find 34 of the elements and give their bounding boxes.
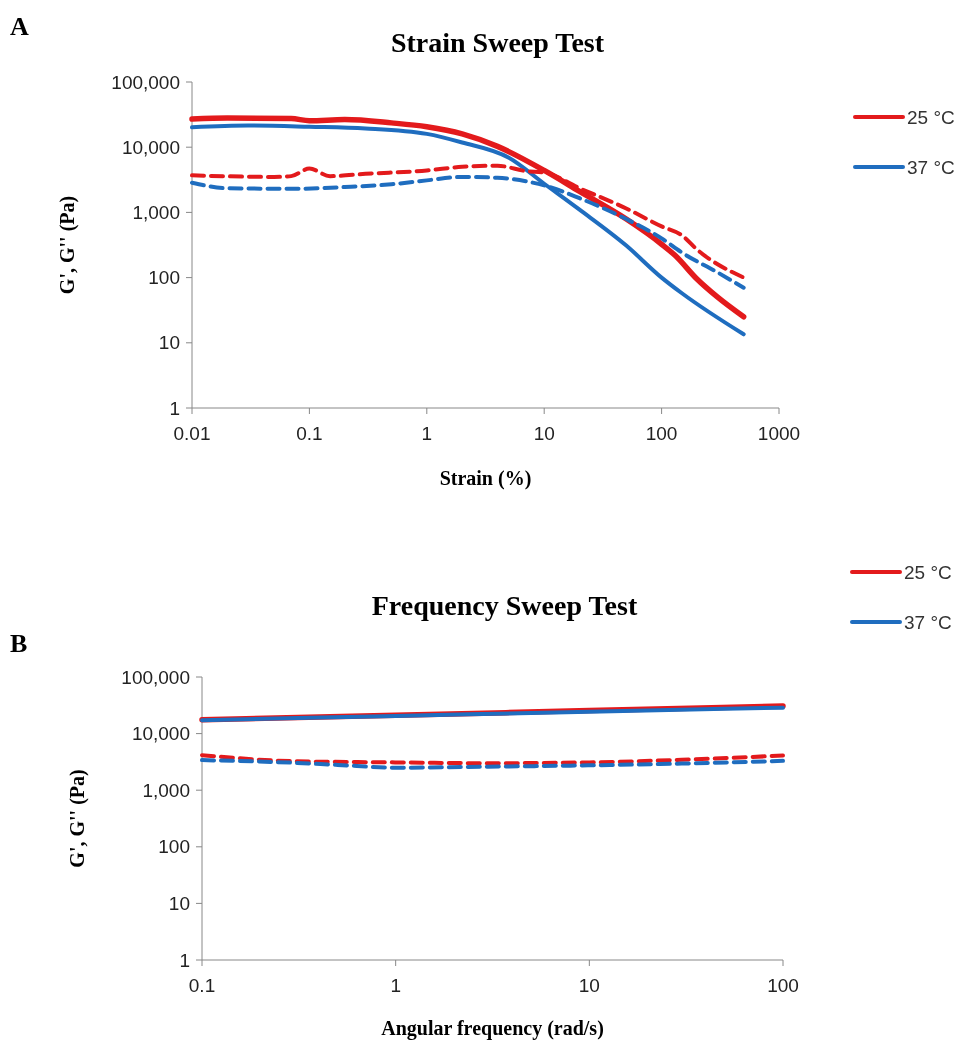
x-tick-label: 1 [421,423,433,444]
y-tick-label: 100 [158,836,190,858]
x-tick-label: 1000 [757,423,801,444]
x-tick-label: 0.1 [188,975,216,996]
y-tick-label: 100,000 [121,666,190,688]
chart-title: Frequency Sweep Test [371,590,638,621]
y-tick-label: 10,000 [121,136,180,158]
legend-label: 37 °C [904,611,952,633]
legend-label: 37 °C [907,156,955,178]
y-tick-label: 1,000 [142,779,190,801]
x-tick-label: 10 [578,975,600,996]
text: B [10,629,28,658]
legend-label: 25 °C [907,106,955,128]
y-axis-title: G', G'' (Pa) [56,195,79,295]
y-axis-title: G', G'' (Pa) [66,769,89,868]
x-tick-label: 0.1 [296,423,323,444]
text: A [10,12,29,41]
y-tick-label: 1,000 [132,202,180,224]
chart-title: Strain Sweep Test [390,27,605,58]
x-axis-title: Angular frequency (rad/s) [381,1017,604,1040]
y-tick-label: 1 [179,949,190,971]
y-tick-label: 10,000 [131,723,190,745]
x-tick-label: 100 [767,975,799,996]
y-tick-label: 10 [168,893,190,915]
y-tick-label: 100 [148,267,180,289]
y-tick-label: 10 [158,332,180,354]
x-tick-label: 0.01 [173,423,211,444]
legend-label: 25 °C [904,561,952,583]
y-tick-label: 1 [169,397,180,419]
y-tick-label: 100,000 [111,71,180,93]
x-axis-title: Strain (%) [439,467,532,490]
x-tick-label: 10 [533,423,555,444]
x-tick-label: 1 [390,975,401,996]
x-tick-label: 100 [645,423,678,444]
